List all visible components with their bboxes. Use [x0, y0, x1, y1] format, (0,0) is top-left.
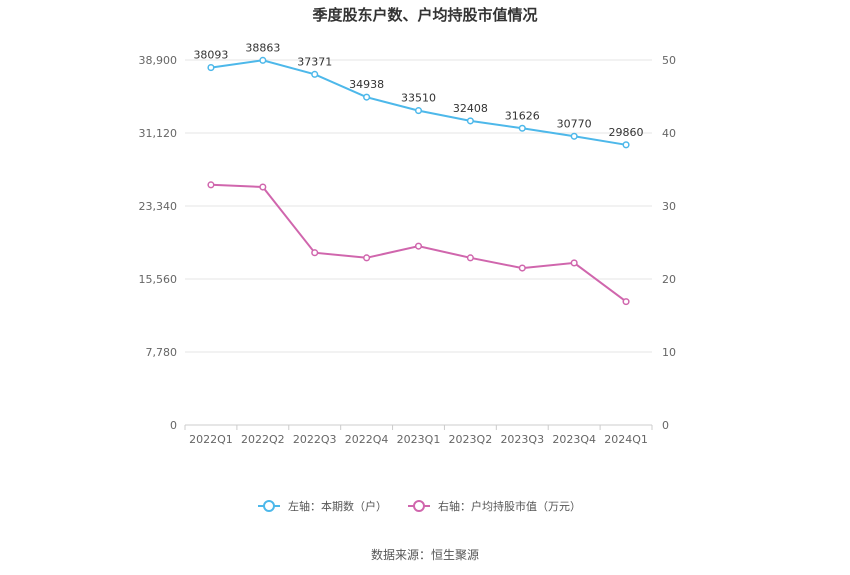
- data-point: [259, 183, 267, 191]
- data-point: [414, 242, 423, 250]
- data-point: [466, 254, 474, 262]
- legend-label: 右轴：户均持股市值（万元）: [438, 499, 581, 513]
- left-tick-label: 23,340: [139, 200, 178, 213]
- data-point: [570, 132, 578, 140]
- series-group: 38093 38863 37371 34938 33510 32408 31626 30770…: [193, 41, 644, 306]
- left-tick-label: 0: [170, 419, 177, 432]
- left-tick-label: 15,560: [139, 273, 178, 286]
- source-note: 数据来源：恒生聚源: [371, 547, 479, 562]
- x-tick-label: 2022Q4: [345, 433, 389, 446]
- x-axis: 2022Q1 2022Q2 2022Q3 2022Q4 2023Q1 2023Q2 2023…: [184, 425, 653, 446]
- x-tick-label: 2022Q1: [189, 433, 233, 446]
- x-tick-label: 2024Q1: [604, 433, 648, 446]
- right-tick-label: 0: [662, 419, 669, 432]
- data-point: [622, 141, 630, 149]
- data-point: [259, 56, 267, 64]
- legend-label: 左轴：本期数（户）: [288, 499, 387, 513]
- legend-marker: [263, 500, 275, 512]
- data-point: [207, 64, 215, 72]
- left-axis: 0 7,780 15,560 23,340 31,120 38,900: [139, 54, 178, 432]
- left-tick-label: 31,120: [139, 127, 178, 140]
- data-point: [518, 124, 526, 132]
- legend-marker: [413, 500, 425, 512]
- right-tick-label: 50: [662, 54, 676, 67]
- data-point: [570, 259, 578, 267]
- data-label: 29860: [609, 126, 644, 139]
- data-point: [466, 117, 474, 125]
- data-point: [311, 70, 319, 78]
- data-label: 38093: [193, 49, 228, 62]
- x-tick-label: 2023Q4: [552, 433, 596, 446]
- data-label: 38863: [245, 41, 280, 54]
- data-label: 31626: [505, 109, 540, 122]
- data-point: [311, 249, 319, 257]
- data-point: [363, 254, 371, 262]
- right-tick-label: 10: [662, 346, 676, 359]
- x-tick-label: 2023Q1: [397, 433, 441, 446]
- data-label: 33510: [401, 92, 436, 105]
- right-tick-label: 30: [662, 200, 676, 213]
- data-point: [207, 181, 215, 189]
- right-tick-label: 20: [662, 273, 676, 286]
- chart-title: 季度股东户数、户均持股市值情况: [312, 6, 537, 24]
- data-label: 32408: [453, 102, 488, 115]
- data-point: [363, 93, 371, 101]
- x-tick-label: 2023Q2: [449, 433, 493, 446]
- data-point: [414, 107, 423, 115]
- data-label: 37371: [297, 55, 332, 68]
- right-axis: 0 10 20 30 40 50: [662, 54, 676, 432]
- x-tick-label: 2022Q3: [293, 433, 337, 446]
- x-tick-label: 2022Q2: [241, 433, 285, 446]
- data-label: 30770: [557, 117, 592, 130]
- legend: 左轴：本期数（户） 右轴：户均持股市值（万元）: [258, 499, 581, 513]
- data-point: [622, 298, 630, 306]
- data-label: 34938: [349, 78, 384, 91]
- data-point: [518, 264, 526, 272]
- grid: [185, 59, 652, 426]
- x-tick-label: 2023Q3: [500, 433, 544, 446]
- left-tick-label: 7,780: [146, 346, 178, 359]
- left-tick-label: 38,900: [139, 54, 178, 67]
- right-tick-label: 40: [662, 127, 676, 140]
